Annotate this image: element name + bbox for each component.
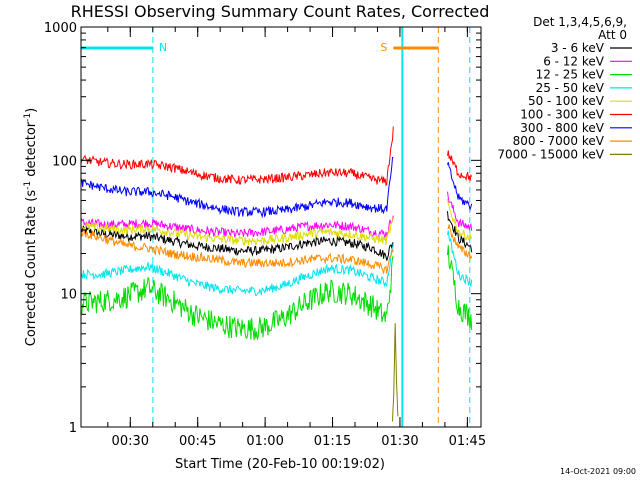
series-line-4	[81, 198, 473, 246]
legend-label: 100 - 300 keV	[520, 108, 604, 122]
y-axis-label: Corrected Count Rate (s-1 detector-1)	[23, 108, 39, 346]
y-tick-label: 100	[52, 154, 77, 169]
series-line-1	[81, 191, 473, 240]
series-line-2	[81, 245, 473, 341]
y-tick-label: 1000	[44, 21, 77, 36]
series-line-3	[81, 230, 473, 297]
legend-label: 3 - 6 keV	[551, 41, 605, 55]
footer-timestamp: 14-Oct-2021 09:00	[560, 467, 636, 476]
series-line-7	[81, 224, 473, 274]
series-line-0	[81, 211, 473, 261]
series-line-5	[81, 126, 473, 187]
y-tick-label: 1	[69, 421, 77, 436]
legend-label: 12 - 25 keV	[536, 68, 605, 82]
plot-frame	[80, 26, 482, 428]
series-line-8	[392, 323, 399, 422]
series-line-6	[81, 156, 473, 219]
legend-label: 25 - 50 keV	[536, 81, 605, 95]
y-tick-label: 10	[60, 288, 77, 303]
legend-label: 50 - 100 keV	[528, 94, 605, 108]
legend-header-line-1: Det 1,3,4,5,6,9,	[533, 15, 627, 29]
x-tick-label: 01:15	[314, 434, 351, 449]
x-tick-label: 01:00	[246, 434, 283, 449]
x-tick-label: 01:45	[449, 434, 486, 449]
legend-header-line-2: Att 0	[598, 28, 627, 42]
legend-label: 6 - 12 keV	[543, 54, 605, 68]
flag-label: N	[159, 41, 167, 54]
legend-label: 800 - 7000 keV	[513, 134, 605, 148]
x-tick-label: 00:45	[179, 434, 216, 449]
legend-label: 300 - 800 keV	[520, 121, 604, 135]
x-tick-label: 01:30	[381, 434, 418, 449]
x-axis: 00:30 00:45 01:00 01:15 01:30 01:45	[107, 27, 486, 449]
x-tick-label: 00:30	[112, 434, 149, 449]
y-axis: 1 10 100 1000	[44, 21, 481, 436]
flag-label: S	[380, 41, 387, 54]
series-layer	[81, 126, 473, 422]
x-axis-label: Start Time (20-Feb-10 00:19:02)	[175, 457, 385, 472]
chart-title: RHESSI Observing Summary Count Rates, Co…	[71, 2, 490, 21]
legend-label: 7000 - 15000 keV	[497, 147, 604, 161]
